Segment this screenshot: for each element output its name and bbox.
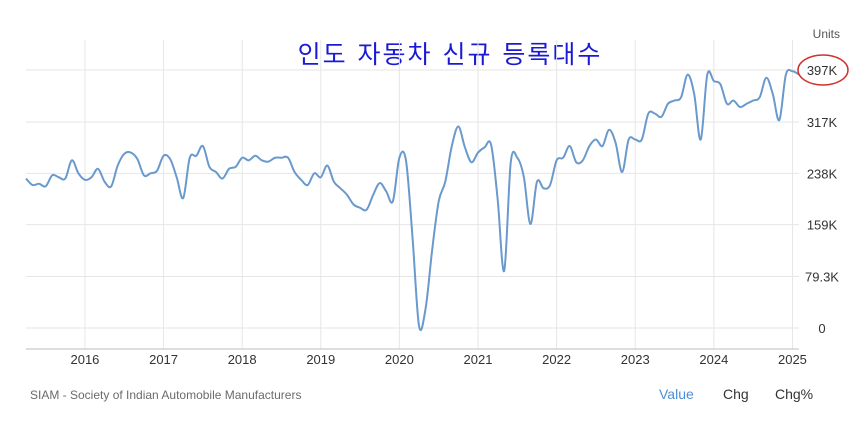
tab-value[interactable]: Value	[659, 386, 694, 402]
x-tick-label: 2018	[228, 352, 257, 367]
x-tick-label: 2025	[778, 352, 807, 367]
y-axis-tick-labels: 0 79.3K 159K 238K 317K 397K	[805, 63, 839, 336]
x-tick-label: 2017	[149, 352, 178, 367]
y-tick-label: 159K	[807, 218, 838, 233]
x-axis-tick-labels: 2016 2017 2018 2019 2020 2021 2022 2023 2024 2025	[70, 352, 806, 367]
x-tick-label: 2024	[699, 352, 728, 367]
series-line	[25, 68, 800, 332]
x-tick-label: 2023	[621, 352, 650, 367]
y-tick-label: 397K	[807, 63, 838, 78]
units-label: Units	[813, 27, 840, 41]
x-tick-label: 2022	[542, 352, 571, 367]
tab-chg-percent[interactable]: Chg%	[775, 386, 814, 402]
chart-title: 인도 자동차 신규 등록대수	[298, 40, 603, 69]
y-tick-label: 238K	[807, 166, 838, 181]
x-tick-label: 2021	[464, 352, 493, 367]
highlight-ellipse	[797, 54, 849, 86]
x-tick-label: 2020	[385, 352, 414, 367]
y-tick-label: 79.3K	[805, 269, 839, 284]
y-tick-label: 0	[818, 321, 825, 336]
view-tabs: Value Chg Chg%	[0, 386, 856, 406]
data-source: SIAM - Society of Indian Automobile Manu…	[30, 388, 302, 402]
series-layer	[25, 68, 800, 332]
x-tick-label: 2019	[306, 352, 335, 367]
x-tick-label: 2016	[70, 352, 99, 367]
tab-chg[interactable]: Chg	[723, 386, 749, 402]
y-tick-label: 317K	[807, 115, 838, 130]
